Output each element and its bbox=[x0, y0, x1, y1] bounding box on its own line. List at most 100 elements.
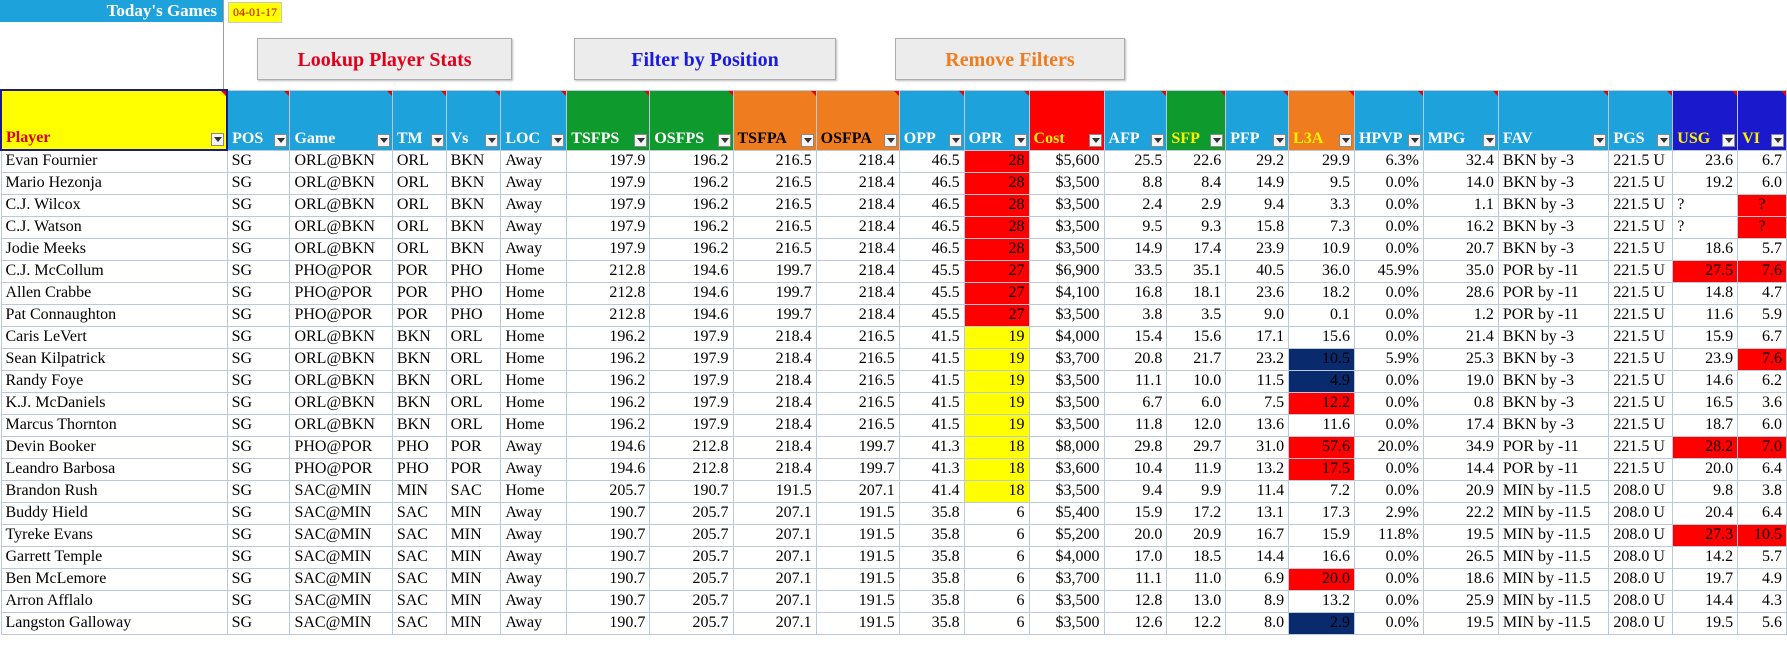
cell-opp[interactable]: 46.5 bbox=[898, 193, 965, 217]
cell-sfp[interactable]: 22.6 bbox=[1166, 149, 1227, 173]
cell-tm[interactable]: ORL bbox=[391, 149, 447, 173]
cell-game[interactable]: SAC@MIN bbox=[289, 567, 393, 591]
table-row[interactable]: Garrett Temple SG SAC@MIN SAC MIN Away 190.7 20… bbox=[0, 545, 1787, 569]
cell-usg[interactable]: 14.4 bbox=[1672, 589, 1739, 613]
table-row[interactable]: Jodie Meeks SG ORL@BKN ORL BKN Away 197.9 196.2… bbox=[0, 237, 1787, 261]
cell-game[interactable]: ORL@BKN bbox=[289, 391, 393, 415]
cell-fav[interactable]: POR by -11 bbox=[1497, 457, 1610, 481]
cell-pgs[interactable]: 208.0 U bbox=[1608, 479, 1674, 503]
cell-vi[interactable]: 4.7 bbox=[1737, 281, 1787, 305]
cell-pgs[interactable]: 221.5 U bbox=[1608, 303, 1674, 327]
cell-usg[interactable]: 28.2 bbox=[1672, 435, 1739, 459]
cell-mpg[interactable]: 35.0 bbox=[1422, 259, 1499, 283]
cell-l3a[interactable]: 7.3 bbox=[1288, 215, 1355, 239]
filter-dropdown-icon[interactable] bbox=[1210, 133, 1224, 147]
cell-pfp[interactable]: 31.0 bbox=[1225, 435, 1290, 459]
cell-osfps[interactable]: 197.9 bbox=[649, 391, 734, 415]
cell-pos[interactable]: SG bbox=[226, 567, 291, 591]
cell-pfp[interactable]: 6.9 bbox=[1225, 567, 1290, 591]
cell-usg[interactable]: 16.5 bbox=[1672, 391, 1739, 415]
cell-osfpa[interactable]: 216.5 bbox=[815, 413, 900, 437]
column-header-tsfpa[interactable]: TSFPA bbox=[732, 89, 817, 151]
cell-tsfpa[interactable]: 216.5 bbox=[732, 193, 817, 217]
table-row[interactable]: K.J. McDaniels SG ORL@BKN BKN ORL Home 196.2 19… bbox=[0, 391, 1787, 415]
cell-vs[interactable]: BKN bbox=[445, 171, 502, 195]
cell-player[interactable]: Devin Booker bbox=[0, 435, 228, 459]
cell-hpvp[interactable]: 0.0% bbox=[1353, 545, 1424, 569]
cell-tsfpa[interactable]: 199.7 bbox=[732, 281, 817, 305]
cell-mpg[interactable]: 17.4 bbox=[1422, 413, 1499, 437]
cell-vs[interactable]: BKN bbox=[445, 193, 502, 217]
cell-tsfps[interactable]: 197.9 bbox=[566, 193, 651, 217]
cell-hpvp[interactable]: 0.0% bbox=[1353, 567, 1424, 591]
cell-opp[interactable]: 35.8 bbox=[898, 567, 965, 591]
cell-vs[interactable]: SAC bbox=[445, 479, 502, 503]
filter-dropdown-icon[interactable] bbox=[211, 133, 225, 146]
cell-tm[interactable]: ORL bbox=[391, 171, 447, 195]
cell-sfp[interactable]: 20.9 bbox=[1166, 523, 1227, 547]
cell-pos[interactable]: SG bbox=[226, 479, 291, 503]
cell-vi[interactable]: 4.9 bbox=[1737, 567, 1787, 591]
cell-mpg[interactable]: 1.2 bbox=[1422, 303, 1499, 327]
cell-pgs[interactable]: 208.0 U bbox=[1608, 589, 1674, 613]
cell-opr[interactable]: 19 bbox=[963, 369, 1030, 393]
cell-game[interactable]: SAC@MIN bbox=[289, 501, 393, 525]
cell-fav[interactable]: MIN by -11.5 bbox=[1497, 523, 1610, 547]
cell-vs[interactable]: PHO bbox=[445, 259, 502, 283]
cell-osfps[interactable]: 190.7 bbox=[649, 479, 734, 503]
cell-vi[interactable]: ? bbox=[1737, 215, 1787, 239]
cell-hpvp[interactable]: 0.0% bbox=[1353, 391, 1424, 415]
filter-dropdown-icon[interactable] bbox=[430, 133, 444, 147]
cell-osfps[interactable]: 197.9 bbox=[649, 413, 734, 437]
cell-tsfpa[interactable]: 218.4 bbox=[732, 325, 817, 349]
cell-opr[interactable]: 28 bbox=[963, 171, 1030, 195]
cell-player[interactable]: Brandon Rush bbox=[0, 479, 228, 503]
cell-afp[interactable]: 11.1 bbox=[1103, 567, 1168, 591]
cell-l3a[interactable]: 10.5 bbox=[1288, 347, 1355, 371]
cell-sfp[interactable]: 35.1 bbox=[1166, 259, 1227, 283]
cell-vi[interactable]: 6.0 bbox=[1737, 413, 1787, 437]
table-row[interactable]: Tyreke Evans SG SAC@MIN SAC MIN Away 190.7 205.… bbox=[0, 523, 1787, 547]
cell-fav[interactable]: BKN by -3 bbox=[1497, 369, 1610, 393]
cell-vs[interactable]: BKN bbox=[445, 215, 502, 239]
cell-afp[interactable]: 11.8 bbox=[1103, 413, 1168, 437]
cell-pgs[interactable]: 208.0 U bbox=[1608, 501, 1674, 525]
cell-hpvp[interactable]: 0.0% bbox=[1353, 281, 1424, 305]
cell-l3a[interactable]: 16.6 bbox=[1288, 545, 1355, 569]
cell-l3a[interactable]: 3.3 bbox=[1288, 193, 1355, 217]
cell-sfp[interactable]: 21.7 bbox=[1166, 347, 1227, 371]
cell-mpg[interactable]: 20.7 bbox=[1422, 237, 1499, 261]
cell-hpvp[interactable]: 0.0% bbox=[1353, 479, 1424, 503]
cell-pos[interactable]: SG bbox=[226, 545, 291, 569]
cell-tsfps[interactable]: 196.2 bbox=[566, 325, 651, 349]
cell-opr[interactable]: 28 bbox=[963, 237, 1030, 261]
cell-vi[interactable]: 3.6 bbox=[1737, 391, 1787, 415]
filter-dropdown-icon[interactable] bbox=[376, 133, 390, 147]
cell-fav[interactable]: MIN by -11.5 bbox=[1497, 567, 1610, 591]
cell-game[interactable]: SAC@MIN bbox=[289, 479, 393, 503]
cell-osfps[interactable]: 196.2 bbox=[649, 237, 734, 261]
cell-afp[interactable]: 15.9 bbox=[1103, 501, 1168, 525]
cell-tsfps[interactable]: 194.6 bbox=[566, 457, 651, 481]
filter-dropdown-icon[interactable] bbox=[1013, 133, 1027, 147]
cell-opp[interactable]: 35.8 bbox=[898, 523, 965, 547]
cell-loc[interactable]: Away bbox=[500, 149, 568, 173]
cell-afp[interactable]: 10.4 bbox=[1103, 457, 1168, 481]
filter-dropdown-icon[interactable] bbox=[274, 133, 288, 147]
cell-sfp[interactable]: 18.1 bbox=[1166, 281, 1227, 305]
cell-tsfps[interactable]: 196.2 bbox=[566, 413, 651, 437]
cell-hpvp[interactable]: 0.0% bbox=[1353, 193, 1424, 217]
cell-hpvp[interactable]: 0.0% bbox=[1353, 303, 1424, 327]
cell-opr[interactable]: 6 bbox=[963, 567, 1030, 591]
column-header-usg[interactable]: USG bbox=[1672, 89, 1739, 151]
cell-opr[interactable]: 19 bbox=[963, 347, 1030, 371]
cell-usg[interactable]: 18.7 bbox=[1672, 413, 1739, 437]
cell-pfp[interactable]: 9.0 bbox=[1225, 303, 1290, 327]
cell-opr[interactable]: 6 bbox=[963, 611, 1030, 635]
cell-tm[interactable]: SAC bbox=[391, 567, 447, 591]
cell-tsfpa[interactable]: 199.7 bbox=[732, 303, 817, 327]
filter-dropdown-icon[interactable] bbox=[1273, 133, 1287, 147]
cell-pfp[interactable]: 13.2 bbox=[1225, 457, 1290, 481]
column-header-pos[interactable]: POS bbox=[226, 89, 291, 151]
cell-mpg[interactable]: 21.4 bbox=[1422, 325, 1499, 349]
